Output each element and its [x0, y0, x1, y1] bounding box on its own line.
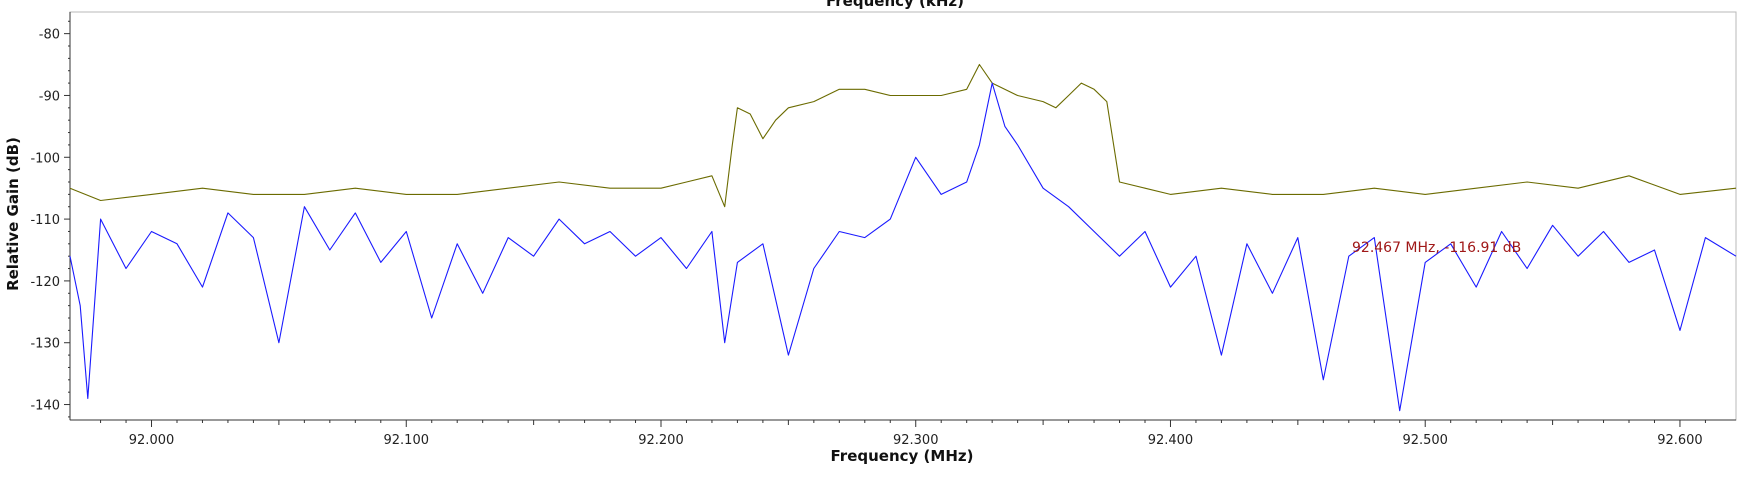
y-tick-label: -100 [30, 151, 60, 166]
x-axis: 92.000 92.100 92.200 92.300 92.400 92.500 92.6… [100, 420, 1706, 448]
x-tick-label: 92.100 [384, 433, 430, 448]
x-tick-label: 92.500 [1402, 433, 1448, 448]
x-tick-label: 92.200 [638, 433, 684, 448]
marker-readout: 92.467 MHz, -116.91 dB [1352, 240, 1521, 256]
x-tick-label: 92.000 [129, 433, 175, 448]
series-line-2 [69, 82, 1737, 412]
y-tick-label: -140 [30, 399, 60, 414]
x-tick-label: 92.300 [893, 433, 939, 448]
y-tick-label: -130 [30, 337, 60, 352]
y-tick-label: -80 [39, 28, 60, 43]
x-tick-label: 92.400 [1148, 433, 1194, 448]
top-title-partial: Frequency (kHz) [826, 0, 964, 10]
series-line-1 [69, 63, 1737, 208]
series-layer [69, 63, 1737, 412]
x-tick-label: 92.600 [1657, 433, 1703, 448]
x-axis-title: Frequency (MHz) [831, 447, 974, 465]
y-tick-label: -110 [30, 213, 60, 228]
plot-frame [69, 11, 1737, 421]
plot-area [69, 11, 1737, 421]
y-tick-label: -120 [30, 275, 60, 290]
y-axis: -80 -90 -100 -110 -120 -130 -140 [30, 20, 70, 418]
y-tick-label: -90 [39, 89, 60, 104]
y-axis-title: Relative Gain (dB) [4, 137, 22, 291]
